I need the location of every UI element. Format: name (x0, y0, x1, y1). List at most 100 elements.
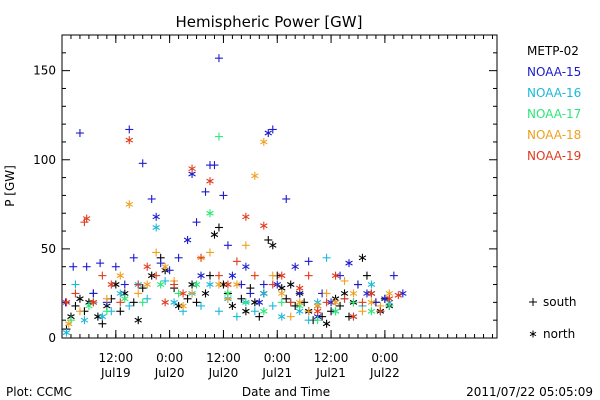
south-point (89, 289, 98, 298)
south-point (259, 280, 268, 289)
south-point (156, 259, 165, 268)
north-point (242, 212, 250, 221)
x-tick-time: 12:00 (314, 351, 349, 365)
south-point (165, 266, 174, 275)
south-point (75, 307, 84, 316)
south-point (322, 298, 331, 307)
north-point (278, 289, 286, 298)
south-point (232, 257, 241, 266)
y-tick-label: 50 (41, 242, 56, 256)
north-point (295, 298, 304, 307)
south-point (232, 312, 241, 321)
north-point (264, 129, 273, 138)
data-points (61, 54, 407, 337)
south-point (152, 271, 161, 280)
north-point (367, 280, 376, 289)
north-point (331, 271, 340, 280)
north-point (121, 294, 129, 303)
north-point (206, 177, 214, 186)
north-point (363, 289, 371, 298)
south-point (241, 298, 250, 307)
south-point (282, 194, 291, 203)
south-point (96, 259, 105, 268)
south-point (336, 301, 345, 310)
south-point (385, 301, 394, 310)
north-point (125, 200, 134, 209)
south-point (223, 294, 232, 303)
south-point (129, 253, 138, 262)
north-point (367, 307, 376, 316)
north-point (367, 289, 376, 298)
north-point (82, 214, 91, 223)
north-point (152, 212, 160, 221)
north-point (242, 307, 250, 316)
x-tick-time: 0:00 (264, 351, 291, 365)
south-point (138, 298, 147, 307)
south-point (147, 194, 156, 203)
south-point (214, 54, 223, 63)
north-point (260, 221, 268, 230)
marker-legend-entry: south (529, 295, 577, 309)
north-point (192, 280, 201, 289)
north-point (94, 312, 102, 321)
x-tick-date: Jul19 (100, 366, 131, 380)
south-point (376, 307, 385, 316)
x-tick-date: Jul21 (261, 366, 292, 380)
north-point (331, 298, 340, 307)
north-point (156, 280, 165, 289)
south-point (327, 307, 336, 316)
south-point (362, 271, 371, 280)
north-point (399, 289, 407, 298)
south-point (237, 280, 246, 289)
south-point (304, 271, 313, 280)
south-point (214, 307, 223, 316)
south-point (345, 312, 354, 321)
south-point (246, 289, 255, 298)
north-point (313, 307, 322, 316)
north-point (260, 307, 268, 316)
south-point (219, 191, 228, 200)
y-axis-label: P [GW] (3, 165, 17, 207)
south-point (143, 294, 152, 303)
north-point (251, 298, 259, 307)
south-point (98, 319, 107, 328)
north-point (260, 289, 268, 298)
legend-entry: NOAA-16 (527, 86, 581, 100)
south-point (71, 301, 80, 310)
north-point (295, 284, 304, 293)
x-tick-time: 12:00 (99, 351, 134, 365)
south-point (304, 257, 313, 266)
north-point (197, 271, 205, 280)
north-point (179, 289, 187, 298)
north-point (183, 235, 192, 244)
south-point (214, 132, 223, 141)
north-point (62, 298, 71, 307)
north-point (152, 223, 160, 232)
south-point (353, 280, 362, 289)
south-point (192, 298, 201, 307)
south-point (286, 298, 295, 307)
south-point (371, 298, 380, 307)
south-point (183, 294, 192, 303)
marker-legend-label: north (543, 327, 575, 341)
north-point (269, 241, 277, 250)
south-point (111, 262, 120, 271)
north-point (206, 209, 214, 218)
south-point (152, 248, 161, 257)
legend-entry: NOAA-18 (527, 128, 581, 142)
south-point (134, 280, 143, 289)
north-point (228, 301, 237, 310)
marker-legend-label: south (543, 295, 577, 309)
south-point (286, 312, 295, 321)
x-tick-date: Jul20 (154, 366, 185, 380)
north-point (273, 280, 281, 289)
south-point (192, 218, 201, 227)
south-point (313, 316, 322, 325)
north-point (179, 301, 187, 310)
north-point (349, 312, 358, 321)
x-tick-time: 12:00 (206, 351, 241, 365)
south-point (82, 262, 91, 271)
chart-title: Hemispheric Power [GW] (176, 13, 363, 31)
north-point (367, 298, 376, 307)
south-point (214, 223, 223, 232)
